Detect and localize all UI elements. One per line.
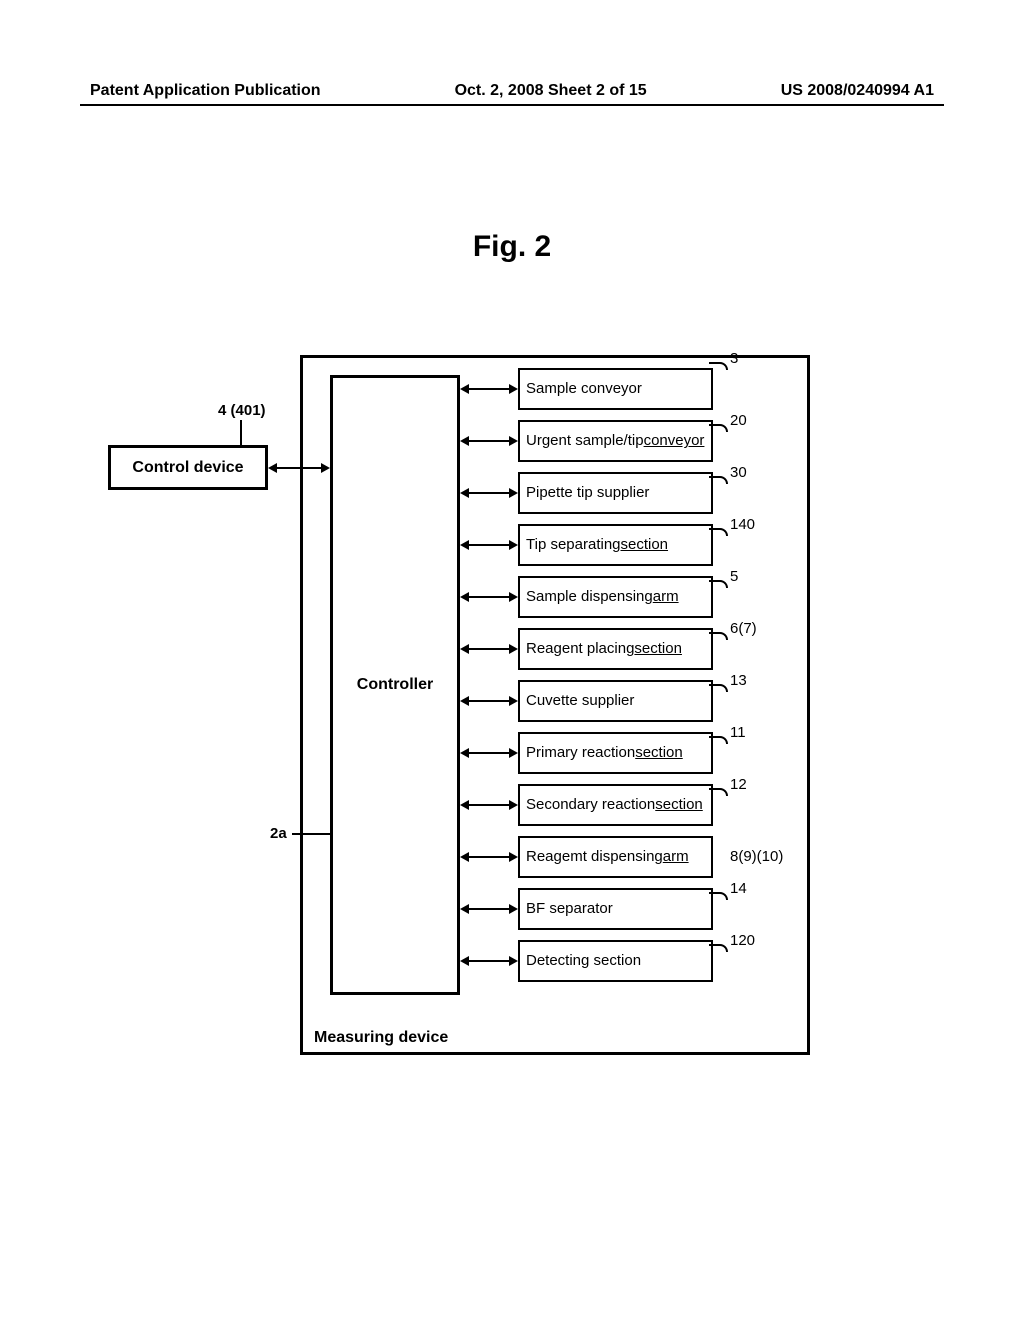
leader-8 xyxy=(709,788,728,796)
arrow-head-r-1 xyxy=(509,436,518,446)
sub-box-5: Reagent placingsection xyxy=(518,628,713,670)
sub-box-1: Urgent sample/tipconveyor xyxy=(518,420,713,462)
arrow-sub-5 xyxy=(468,648,510,650)
leader-6 xyxy=(709,684,728,692)
arrow-sub-9 xyxy=(468,856,510,858)
control-device-label: Control device xyxy=(132,459,243,477)
arrow-head-r-0 xyxy=(509,384,518,394)
arrow-sub-11 xyxy=(468,960,510,962)
controller-label: Controller xyxy=(357,676,433,694)
arrow-head-r-5 xyxy=(509,644,518,654)
arrow-sub-2 xyxy=(468,492,510,494)
sub-box-4: Sample dispensingarm xyxy=(518,576,713,618)
arrow-head-r-2 xyxy=(509,488,518,498)
arrow-head-r-3 xyxy=(509,540,518,550)
leader-11 xyxy=(709,944,728,952)
leader-1 xyxy=(709,424,728,432)
leader-2a xyxy=(292,833,330,835)
arrow-head-r-8 xyxy=(509,800,518,810)
arrow-sub-6 xyxy=(468,700,510,702)
arrow-head-l-6 xyxy=(460,696,469,706)
arrow-head-l-0 xyxy=(460,384,469,394)
controller-box: Controller xyxy=(330,375,460,995)
leader-0 xyxy=(709,362,728,370)
arrow-head-r-9 xyxy=(509,852,518,862)
arrow-head-l-icon xyxy=(268,463,277,473)
ref-1: 20 xyxy=(730,412,747,429)
arrow-sub-8 xyxy=(468,804,510,806)
arrow-head-l-9 xyxy=(460,852,469,862)
sub-box-10: BF separator xyxy=(518,888,713,930)
controller-ref: 2a xyxy=(270,825,287,842)
header-left: Patent Application Publication xyxy=(90,82,321,100)
page-header: Patent Application Publication Oct. 2, 2… xyxy=(0,82,1024,100)
leader-10 xyxy=(709,892,728,900)
arrow-sub-1 xyxy=(468,440,510,442)
sub-box-3: Tip separatingsection xyxy=(518,524,713,566)
leader-7 xyxy=(709,736,728,744)
arrow-head-r-4 xyxy=(509,592,518,602)
leader-3 xyxy=(709,528,728,536)
ref-2: 30 xyxy=(730,464,747,481)
arrow-head-r-7 xyxy=(509,748,518,758)
header-center: Oct. 2, 2008 Sheet 2 of 15 xyxy=(455,82,647,100)
ref-11: 120 xyxy=(730,932,755,949)
sub-box-0: Sample conveyor xyxy=(518,368,713,410)
arrow-head-l-10 xyxy=(460,904,469,914)
arrow-head-l-3 xyxy=(460,540,469,550)
arrow-head-l-2 xyxy=(460,488,469,498)
arrow-head-l-5 xyxy=(460,644,469,654)
control-device-ref: 4 (401) xyxy=(218,402,266,419)
leader-stub-9 xyxy=(713,857,728,859)
arrow-head-r-icon xyxy=(321,463,330,473)
leader-control-ref xyxy=(240,420,242,445)
leader-2 xyxy=(709,476,728,484)
ref-0: 3 xyxy=(730,350,738,367)
leader-5 xyxy=(709,632,728,640)
sub-box-11: Detecting section xyxy=(518,940,713,982)
header-right: US 2008/0240994 A1 xyxy=(781,82,934,100)
control-device-box: Control device xyxy=(108,445,268,490)
sub-box-6: Cuvette supplier xyxy=(518,680,713,722)
arrow-sub-3 xyxy=(468,544,510,546)
sub-box-2: Pipette tip supplier xyxy=(518,472,713,514)
arrow-sub-4 xyxy=(468,596,510,598)
arrow-head-l-4 xyxy=(460,592,469,602)
arrow-control-controller xyxy=(276,467,322,469)
ref-5: 6(7) xyxy=(730,620,757,637)
arrow-sub-10 xyxy=(468,908,510,910)
ref-4: 5 xyxy=(730,568,738,585)
header-rule xyxy=(80,104,944,106)
arrow-head-r-11 xyxy=(509,956,518,966)
arrow-head-r-10 xyxy=(509,904,518,914)
arrow-head-l-1 xyxy=(460,436,469,446)
figure-title: Fig. 2 xyxy=(0,230,1024,264)
arrow-sub-0 xyxy=(468,388,510,390)
ref-3: 140 xyxy=(730,516,755,533)
ref-10: 14 xyxy=(730,880,747,897)
measuring-device-label: Measuring device xyxy=(314,1029,448,1047)
sub-box-8: Secondary reactionsection xyxy=(518,784,713,826)
ref-7: 11 xyxy=(730,724,746,741)
arrow-head-r-6 xyxy=(509,696,518,706)
sub-box-7: Primary reactionsection xyxy=(518,732,713,774)
arrow-head-l-8 xyxy=(460,800,469,810)
ref-9: 8(9)(10) xyxy=(730,848,783,865)
arrow-head-l-7 xyxy=(460,748,469,758)
ref-6: 13 xyxy=(730,672,747,689)
ref-8: 12 xyxy=(730,776,747,793)
arrow-sub-7 xyxy=(468,752,510,754)
leader-4 xyxy=(709,580,728,588)
arrow-head-l-11 xyxy=(460,956,469,966)
sub-box-9: Reagemt dispensingarm xyxy=(518,836,713,878)
